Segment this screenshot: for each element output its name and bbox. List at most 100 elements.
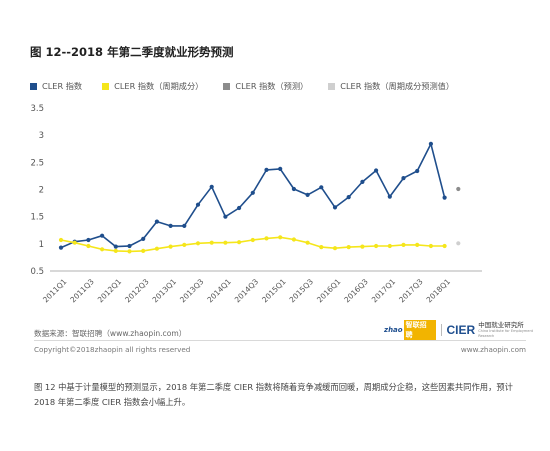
zhaopin-logo-text: zhao xyxy=(384,326,403,334)
series-point-0 xyxy=(182,223,187,228)
series-point-0 xyxy=(374,168,379,173)
legend-swatch-index xyxy=(30,82,37,90)
series-point-1 xyxy=(237,240,242,245)
series-line-0 xyxy=(60,143,446,249)
series-point-1 xyxy=(332,246,338,251)
series-point-0 xyxy=(209,184,214,189)
x-tick-label: 2014Q3 xyxy=(233,277,261,305)
legend-label-cycle: CLER 指数（周期成分） xyxy=(114,81,204,91)
legend-item-forecast: CLER 指数（预测） xyxy=(223,80,308,92)
x-tick-label: 2017Q1 xyxy=(370,277,398,305)
series-point-0 xyxy=(401,176,406,181)
chart-legend: CLER 指数 CLER 指数（周期成分） CLER 指数（预测） CLER 指… xyxy=(30,80,474,92)
legend-swatch-forecast xyxy=(223,82,231,90)
cier-logo-en: China Institute for Employment Research xyxy=(478,328,534,338)
series-point-1 xyxy=(195,241,201,246)
series-point-1 xyxy=(305,240,310,245)
series-point-0 xyxy=(127,243,132,249)
x-tick-label: 2012Q3 xyxy=(123,277,151,305)
zhaopin-logo-box: 智联招聘 xyxy=(403,320,436,340)
y-tick-label: 2.5 xyxy=(30,158,44,168)
series-point-0 xyxy=(154,219,159,224)
x-tick-label: 2013Q1 xyxy=(151,277,179,305)
legend-label-cycle-forecast: CLER 指数（周期成分预测值） xyxy=(340,81,455,91)
series-point-0 xyxy=(168,223,173,228)
x-tick-label: 2012Q1 xyxy=(96,277,124,305)
series-point-1 xyxy=(346,245,351,250)
series-point-0 xyxy=(141,236,146,241)
legend-item-cycle: CLER 指数（周期成分） xyxy=(102,80,203,92)
x-tick-label: 2015Q1 xyxy=(260,277,288,305)
x-tick-label: 2016Q3 xyxy=(342,277,370,305)
series-point-1 xyxy=(428,243,433,249)
series-point-0 xyxy=(332,205,338,210)
series-point-1 xyxy=(401,242,406,247)
series-point-0 xyxy=(428,141,433,146)
legend-swatch-cycle xyxy=(102,82,110,90)
series-point-1 xyxy=(86,243,91,249)
legend-swatch-cycle-forecast xyxy=(328,82,336,90)
series-point-0 xyxy=(86,237,91,243)
series-point-0 xyxy=(415,168,420,174)
x-tick-label: 2016Q1 xyxy=(315,277,343,305)
copyright: Copyright©2018zhaopin all rights reserve… xyxy=(34,345,191,354)
y-tick-label: 2 xyxy=(39,186,44,196)
series-point-1 xyxy=(72,240,77,245)
chart-title: 图 12--2018 年第二季度就业形势预测 xyxy=(30,45,234,59)
series-point-1 xyxy=(58,237,64,243)
series-point-1 xyxy=(100,247,105,252)
x-tick-label: 2017Q3 xyxy=(397,277,425,305)
logo-separator xyxy=(440,324,442,336)
y-tick-label: 3 xyxy=(39,131,44,141)
series-point-1 xyxy=(319,245,324,250)
x-tick-label: 2018Q1 xyxy=(425,277,453,305)
series-point-0 xyxy=(100,233,105,238)
caption-paragraph: 图 12 中基于计量模型的预测显示，2018 年第二季度 CIER 指数将随着竞… xyxy=(34,382,513,407)
x-tick-label: 2015Q3 xyxy=(288,277,316,305)
series-point-0 xyxy=(250,190,255,195)
series-point-1 xyxy=(113,248,118,253)
series-point-1 xyxy=(442,243,447,249)
cier-logo-cn: 中国就业研究所 xyxy=(478,320,524,329)
data-source: 数据来源：智联招聘（www.zhaopin.com） xyxy=(34,329,187,338)
series-point-0 xyxy=(360,179,365,184)
series-point-1 xyxy=(223,240,228,245)
y-tick-label: 1 xyxy=(39,240,44,250)
series-point-1 xyxy=(291,237,296,242)
series-point-0 xyxy=(278,166,283,171)
cier-logo: CIER xyxy=(446,323,476,337)
y-tick-label: 3.5 xyxy=(30,104,44,114)
series-point-0 xyxy=(223,214,228,219)
series-point-0 xyxy=(113,244,118,249)
series-point-1 xyxy=(141,248,146,253)
series-point-1 xyxy=(168,244,173,249)
series-point-1 xyxy=(360,244,365,249)
legend-label-index: CLER 指数 xyxy=(42,81,83,91)
series-point-2 xyxy=(456,186,461,192)
y-tick-label: 1.5 xyxy=(30,213,44,223)
series-point-1 xyxy=(264,236,269,241)
series-point-3 xyxy=(456,241,461,246)
series-point-1 xyxy=(182,242,187,247)
series-point-1 xyxy=(278,235,283,240)
legend-item-cycle-forecast: CLER 指数（周期成分预测值） xyxy=(328,80,454,92)
series-point-0 xyxy=(305,192,310,197)
y-tick-label: 0.5 xyxy=(30,267,44,277)
cier-logo-subtitle: 中国就业研究所 China Institute for Employment R… xyxy=(478,320,550,339)
brand-logos: zhao 智联招聘 CIER 中国就业研究所 China Institute f… xyxy=(384,320,550,340)
x-tick-label: 2011Q1 xyxy=(41,277,69,305)
legend-item-index: CLER 指数 xyxy=(30,80,82,92)
x-tick-label: 2011Q3 xyxy=(68,277,96,305)
series-point-1 xyxy=(374,243,379,249)
x-tick-label: 2013Q3 xyxy=(178,277,206,305)
site-url: www.zhaopin.com xyxy=(460,345,526,354)
series-point-1 xyxy=(387,243,392,249)
series-point-0 xyxy=(442,195,447,200)
series-point-1 xyxy=(250,237,255,243)
series-point-1 xyxy=(415,242,420,247)
series-point-0 xyxy=(346,195,351,200)
series-point-0 xyxy=(237,205,242,211)
series-point-0 xyxy=(387,194,392,199)
series-point-0 xyxy=(291,186,296,192)
